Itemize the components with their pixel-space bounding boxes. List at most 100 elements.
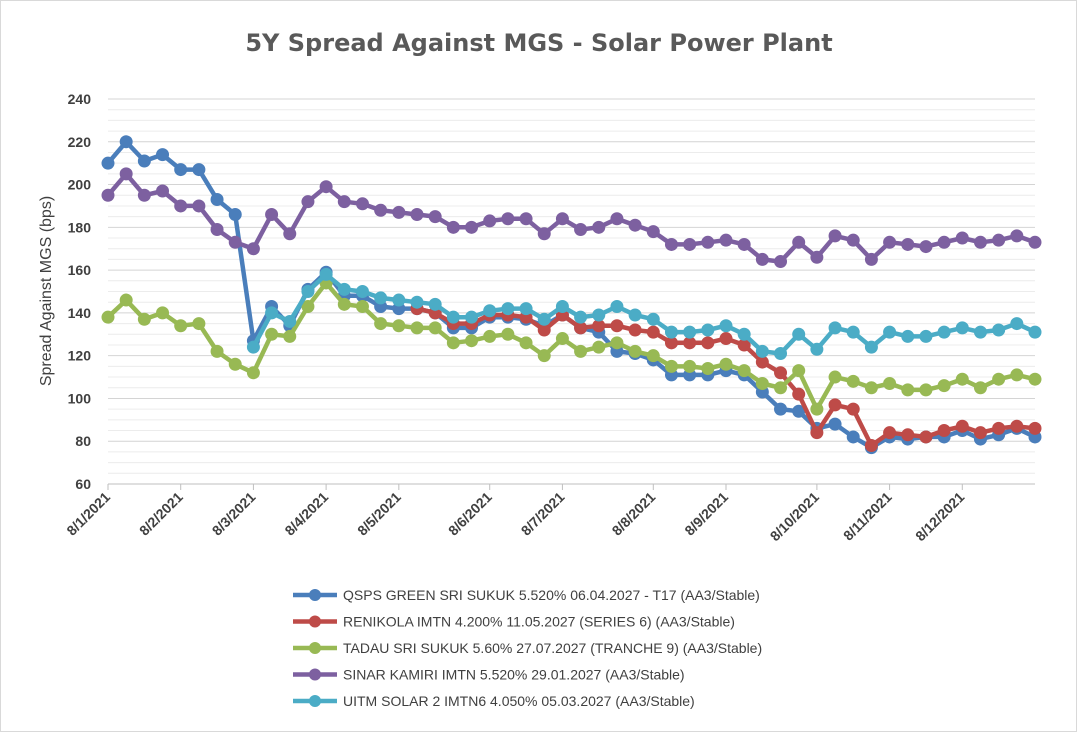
data-point [210, 344, 224, 358]
data-point [701, 336, 715, 350]
data-point [592, 220, 606, 234]
legend-label: QSPS GREEN SRI SUKUK 5.520% 06.04.2027 -… [343, 587, 760, 603]
data-point [955, 231, 969, 245]
data-point [864, 439, 878, 452]
data-point [628, 308, 642, 322]
data-point [937, 424, 951, 438]
data-point [919, 430, 933, 444]
data-point [810, 250, 824, 264]
data-point [156, 306, 170, 320]
data-point [101, 188, 115, 202]
data-point [846, 402, 860, 416]
data-point [919, 383, 933, 397]
legend-swatch-marker [309, 642, 321, 654]
x-tick-label: 8/6/2021 [445, 489, 495, 539]
data-point [374, 203, 388, 217]
data-point [901, 428, 915, 442]
data-point [610, 336, 624, 350]
data-point [737, 237, 751, 251]
data-point [246, 242, 260, 256]
data-point [973, 381, 987, 395]
legend-swatch-marker [309, 589, 321, 601]
series-3 [101, 276, 1042, 416]
series-line [105, 171, 1038, 264]
data-point [774, 366, 788, 380]
data-point [446, 310, 460, 324]
data-point [755, 376, 769, 390]
data-point [828, 370, 842, 384]
legend: QSPS GREEN SRI SUKUK 5.520% 06.04.2027 -… [293, 587, 762, 709]
data-point [792, 387, 806, 401]
data-point [683, 325, 697, 339]
data-point [265, 208, 279, 221]
data-point [574, 344, 588, 358]
data-point [410, 295, 424, 309]
data-point [319, 180, 333, 194]
data-point [465, 220, 479, 234]
data-point [664, 325, 678, 339]
data-point [355, 197, 369, 211]
data-point [719, 332, 733, 346]
data-point [174, 199, 188, 213]
data-point [119, 293, 133, 307]
data-point [992, 233, 1006, 247]
data-point [664, 359, 678, 373]
data-point [265, 306, 279, 320]
x-tick-label: 8/12/2021 [912, 489, 968, 545]
data-point [246, 366, 260, 380]
data-point [592, 340, 606, 354]
data-point [828, 417, 842, 431]
data-point [410, 208, 424, 221]
data-point [737, 327, 751, 341]
chart-title: 5Y Spread Against MGS - Solar Power Plan… [245, 29, 832, 57]
data-point [973, 325, 987, 339]
data-point [1010, 368, 1024, 382]
data-point [701, 235, 715, 249]
data-point [555, 212, 569, 226]
data-point [901, 329, 915, 343]
data-point [428, 210, 442, 224]
legend-swatch-marker [309, 695, 321, 707]
data-point [683, 237, 697, 251]
y-tick-label: 60 [75, 476, 91, 492]
data-point [1028, 421, 1042, 435]
data-point [301, 195, 315, 209]
x-tick-label: 8/7/2021 [518, 489, 568, 539]
data-point [283, 314, 297, 328]
x-tick-label: 8/5/2021 [354, 489, 404, 539]
data-point [428, 297, 442, 311]
data-point [374, 317, 388, 331]
data-point [774, 402, 788, 416]
x-tick-label: 8/11/2021 [840, 489, 895, 544]
data-point [719, 319, 733, 333]
data-point [410, 321, 424, 335]
legend-swatch-marker [309, 668, 321, 681]
data-point [174, 319, 188, 333]
data-point [955, 321, 969, 335]
data-point [265, 327, 279, 341]
data-point [555, 299, 569, 313]
data-point [101, 156, 115, 170]
data-point [992, 372, 1006, 386]
series-line [105, 280, 1038, 412]
data-point [1028, 372, 1042, 386]
data-point [646, 349, 660, 363]
data-point [610, 319, 624, 333]
x-tick-label: 8/1/2021 [63, 489, 113, 539]
y-tick-label: 100 [68, 390, 92, 406]
data-point [610, 212, 624, 226]
legend-label: SINAR KAMIRI IMTN 5.520% 29.01.2027 (AA3… [343, 667, 685, 683]
data-point [774, 347, 788, 361]
data-point [301, 299, 315, 313]
data-point [337, 282, 351, 296]
data-point [737, 364, 751, 378]
data-point [374, 291, 388, 305]
data-point [937, 325, 951, 339]
data-point [774, 255, 788, 269]
data-point [174, 163, 188, 177]
data-point [1028, 325, 1042, 339]
data-point [755, 252, 769, 266]
data-point [446, 336, 460, 350]
data-point [883, 376, 897, 390]
x-tick-label: 8/2/2021 [136, 489, 186, 539]
